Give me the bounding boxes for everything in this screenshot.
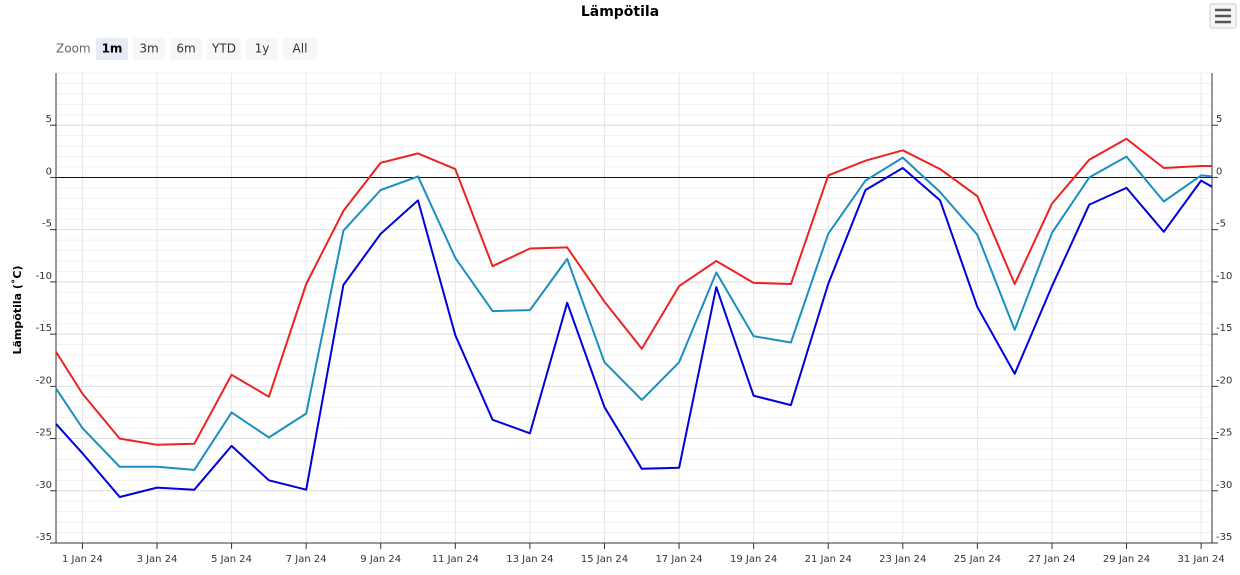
- y-axis-title: Lämpötila (˚C): [11, 265, 24, 354]
- x-tick-label: 11 Jan 24: [432, 554, 479, 565]
- zoom-button-label[interactable]: All: [293, 42, 308, 56]
- y-tick-label: -25: [1216, 428, 1232, 439]
- zoom-button[interactable]: [246, 38, 278, 60]
- zoom-button[interactable]: [207, 38, 241, 60]
- y-tick-label: -10: [1216, 271, 1232, 282]
- zoom-button[interactable]: [283, 38, 317, 60]
- x-tick-label: 15 Jan 24: [581, 554, 628, 565]
- series-line: [55, 167, 1213, 498]
- zoom-button[interactable]: [96, 38, 128, 60]
- y-tick-label: -5: [1216, 219, 1226, 230]
- x-tick-label: 27 Jan 24: [1028, 554, 1075, 565]
- y-tick-label: -30: [36, 480, 52, 491]
- y-tick-label: -20: [1216, 375, 1232, 386]
- y-tick-label: -5: [42, 219, 52, 230]
- x-tick-label: 5 Jan 24: [211, 554, 252, 565]
- y-tick-label: -30: [1216, 480, 1232, 491]
- plot-background: [56, 73, 1212, 543]
- zoom-button[interactable]: [133, 38, 165, 60]
- zoom-button-label[interactable]: 3m: [139, 42, 158, 56]
- y-tick-label: 5: [1216, 114, 1222, 125]
- y-tick-label: -10: [36, 271, 52, 282]
- x-tick-label: 21 Jan 24: [805, 554, 852, 565]
- zoom-button[interactable]: [170, 38, 202, 60]
- series-line: [55, 137, 1212, 446]
- x-tick-label: 17 Jan 24: [655, 554, 702, 565]
- x-tick-label: 1 Jan 24: [62, 554, 103, 565]
- x-tick-label: 7 Jan 24: [286, 554, 327, 565]
- x-tick-label: 25 Jan 24: [954, 554, 1001, 565]
- y-tick-label: 5: [46, 114, 52, 125]
- zoom-button-label[interactable]: 6m: [176, 42, 195, 56]
- x-tick-label: 29 Jan 24: [1103, 554, 1150, 565]
- zoom-button-label[interactable]: YTD: [211, 42, 236, 56]
- y-tick-label: -35: [36, 532, 52, 543]
- y-tick-label: 0: [1216, 166, 1222, 177]
- x-tick-label: 23 Jan 24: [879, 554, 926, 565]
- menu-button[interactable]: [1209, 3, 1237, 29]
- y-tick-label: -25: [36, 428, 52, 439]
- x-tick-label: 13 Jan 24: [506, 554, 553, 565]
- y-tick-label: 0: [46, 166, 52, 177]
- y-tick-label: -15: [36, 323, 52, 334]
- y-tick-label: -20: [36, 375, 52, 386]
- y-tick-label: -35: [1216, 532, 1232, 543]
- y-tick-label: -15: [1216, 323, 1232, 334]
- x-tick-label: 9 Jan 24: [360, 554, 401, 565]
- zoom-button-label[interactable]: 1m: [102, 42, 123, 56]
- zoom-label: Zoom: [56, 42, 91, 56]
- x-tick-label: 31 Jan 24: [1178, 554, 1225, 565]
- x-tick-label: 3 Jan 24: [137, 554, 178, 565]
- series-line: [55, 155, 1213, 471]
- zoom-button-label[interactable]: 1y: [255, 42, 270, 56]
- chart-title: Lämpötila: [581, 4, 659, 20]
- x-tick-label: 19 Jan 24: [730, 554, 777, 565]
